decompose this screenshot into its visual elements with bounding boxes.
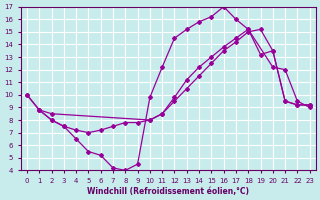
X-axis label: Windchill (Refroidissement éolien,°C): Windchill (Refroidissement éolien,°C) — [87, 187, 249, 196]
